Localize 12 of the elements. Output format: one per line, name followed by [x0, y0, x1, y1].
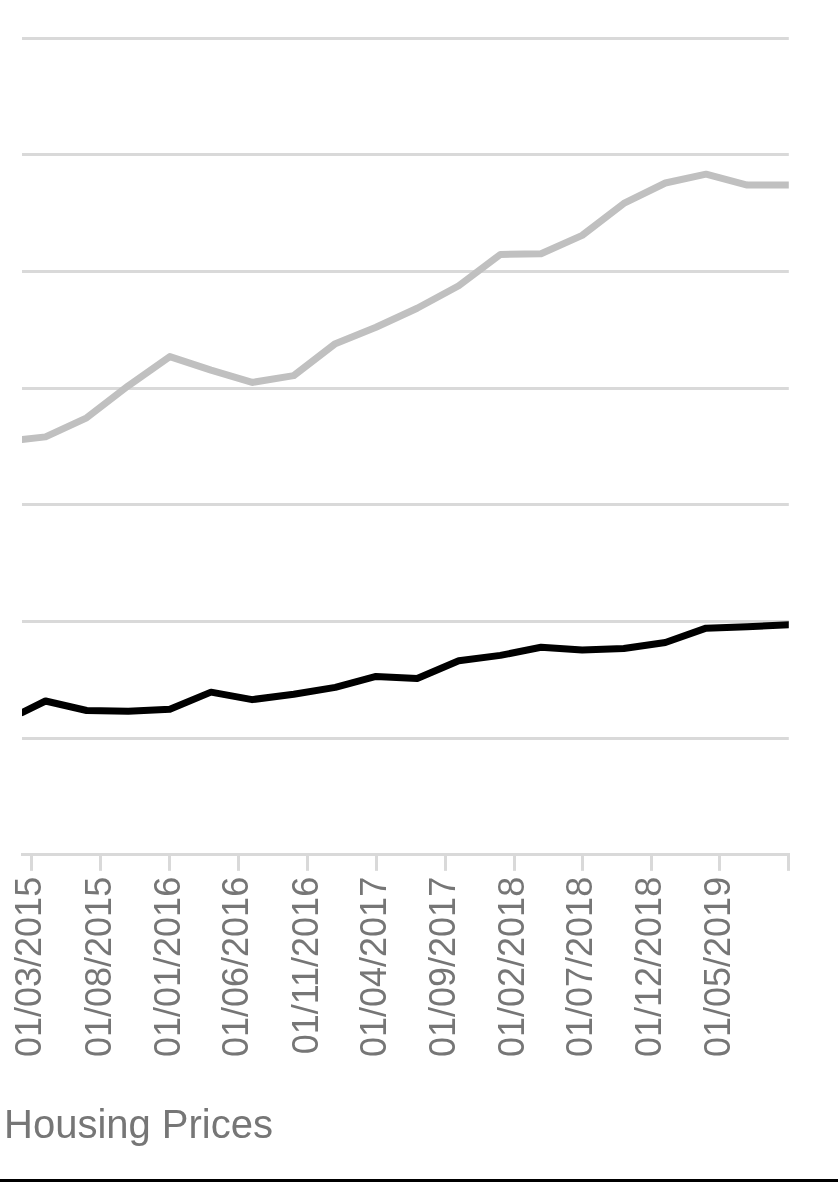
x-tick-label: 01/08/2015 — [77, 876, 119, 1058]
x-tick-label: 01/03/2015 — [8, 876, 50, 1058]
x-tick-label: 01/07/2018 — [559, 876, 601, 1058]
x-tick-label: 01/01/2016 — [146, 876, 188, 1058]
x-tick-label: 01/09/2017 — [422, 876, 464, 1058]
text: Housing Prices — [4, 1102, 274, 1146]
x-tick-label: 01/05/2019 — [696, 876, 738, 1058]
x-tick-label: 01/06/2016 — [215, 876, 257, 1058]
x-tick-label: 01/11/2016 — [284, 876, 326, 1055]
x-tick-label: 01/02/2018 — [491, 876, 533, 1058]
x-tick-label: 01/04/2017 — [352, 876, 394, 1058]
x-tick-label: 01/12/2018 — [628, 876, 670, 1058]
